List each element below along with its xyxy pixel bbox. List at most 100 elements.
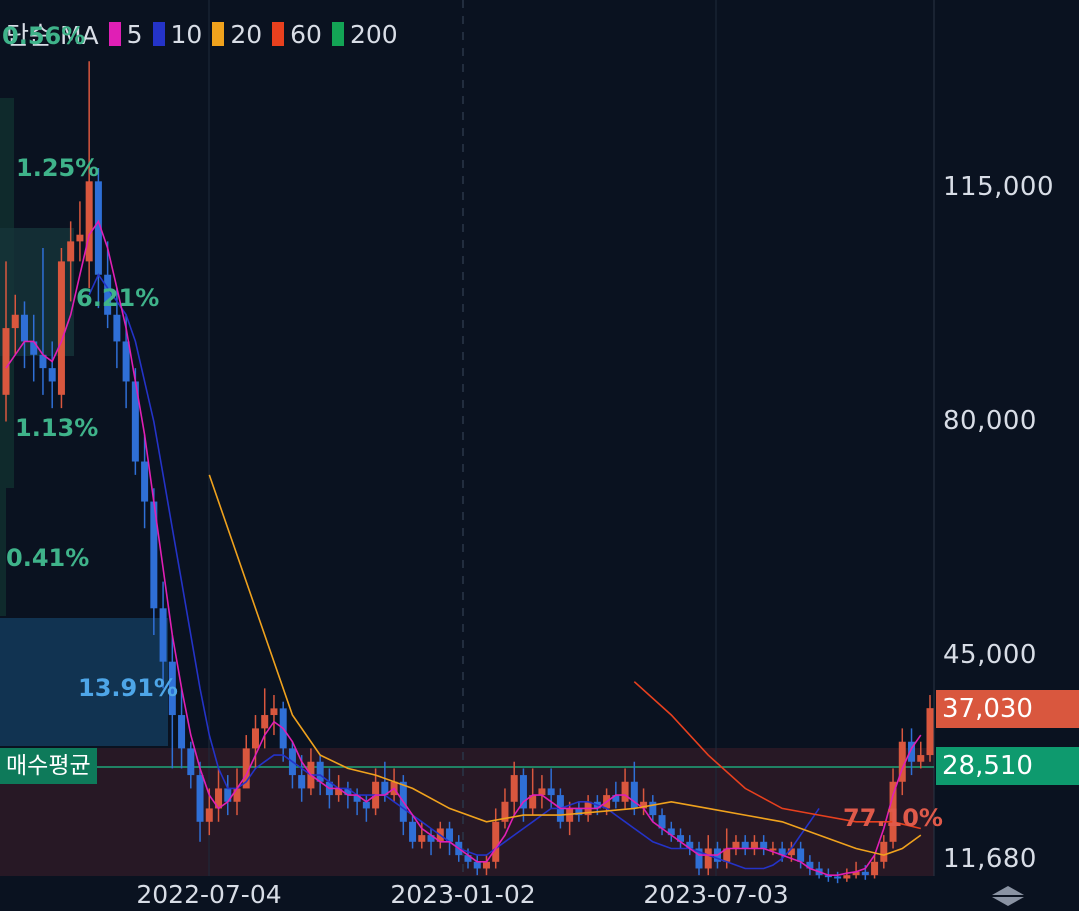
candle-body (261, 715, 269, 729)
candle-body (335, 788, 343, 796)
candle-body (251, 728, 259, 749)
candle-body (85, 181, 93, 262)
candle-body (11, 314, 19, 329)
zone-box (0, 488, 6, 616)
candle-body (612, 795, 620, 802)
scroll-handle-icon[interactable] (990, 884, 1026, 908)
candle-body (76, 234, 84, 242)
legend-label-20: 20 (230, 19, 263, 49)
candle-body (519, 775, 527, 809)
candle-body (640, 801, 648, 809)
candle-body (298, 775, 306, 789)
candle-body (427, 835, 435, 842)
candle-body (871, 861, 879, 876)
candle-body (113, 314, 121, 342)
candle-body (547, 788, 555, 796)
candle-body (104, 274, 112, 315)
x-axis-strip (0, 876, 1079, 911)
legend-swatch-200 (331, 22, 344, 46)
x-tick-label: 2023-01-02 (390, 880, 536, 909)
legend-label-10: 10 (170, 19, 203, 49)
candle-body (409, 821, 417, 842)
current-price-tag: 37,030 (936, 690, 1079, 728)
percent-label: 0.56% (2, 22, 86, 50)
y-tick-label: 115,000 (943, 172, 1055, 202)
candle-body (621, 781, 629, 802)
candle-body (418, 835, 426, 842)
candle-body (67, 241, 75, 262)
candle-body (787, 848, 795, 856)
candle-body (797, 848, 805, 862)
legend-label-60: 60 (290, 19, 322, 49)
candle-body (205, 808, 213, 822)
candle-body (898, 741, 906, 782)
candle-body (649, 801, 657, 816)
ma60-line (633, 681, 921, 830)
candle-body (575, 808, 583, 816)
y-tick-label: 80,000 (943, 406, 1037, 436)
candle-body (316, 761, 324, 782)
candle-body (141, 461, 149, 502)
candle-body (178, 715, 186, 749)
candle-body (861, 871, 869, 876)
legend-title: 단순 MA (6, 21, 99, 50)
candle-body (667, 828, 675, 836)
candle-body (353, 795, 361, 802)
candle-body (834, 876, 842, 879)
candle-body (926, 708, 934, 756)
candle-body (344, 788, 352, 796)
legend-label-200: 200 (349, 19, 398, 49)
candle-body (492, 821, 500, 862)
candle-body (30, 341, 38, 355)
average-price-label: 매수평균 (0, 748, 97, 784)
candle-body (529, 795, 537, 809)
ma20-line (208, 474, 922, 856)
percent-label: 13.91% (78, 674, 178, 702)
candle-body (131, 381, 139, 462)
candle-body (233, 788, 241, 802)
candle-body (168, 661, 176, 716)
y-tick-label: 45,000 (943, 640, 1037, 670)
candle-body (94, 181, 102, 275)
candle-body (122, 341, 130, 382)
x-tick-label: 2022-07-04 (136, 880, 282, 909)
candle-body (889, 781, 897, 842)
legend-label-5: 5 (126, 19, 143, 49)
percent-label: 0.41% (6, 544, 90, 572)
candle-body (510, 775, 518, 802)
candle-body (464, 855, 472, 862)
x-tick-label: 2023-07-03 (643, 880, 789, 909)
candle-body (843, 875, 851, 879)
candle-body (215, 788, 223, 809)
candle-body (48, 368, 56, 382)
candle-body (695, 848, 703, 869)
candle-body (908, 741, 916, 762)
y-tick-label: 11,680 (943, 844, 1037, 874)
ma-legend: 단순 MA 5 10 20 60 200 (6, 16, 398, 52)
candle-body (704, 848, 712, 869)
candle-body (630, 781, 638, 809)
candle-body (20, 314, 28, 342)
candle-body (760, 841, 768, 849)
candle-body (658, 815, 666, 829)
candle-body (723, 848, 731, 862)
candle-body (362, 801, 370, 809)
candle-body (196, 775, 204, 822)
legend-swatch-60 (272, 22, 285, 46)
candle-body (538, 788, 546, 796)
candle-body (242, 748, 250, 789)
candle-body (677, 835, 685, 842)
candle-body (159, 608, 167, 662)
candle-body (824, 875, 832, 878)
candle-body (446, 828, 454, 842)
candle-body (750, 841, 758, 849)
candle-body (381, 781, 389, 796)
candle-body (473, 861, 481, 869)
percent-label: 1.25% (16, 154, 100, 182)
percent-label: 6.21% (76, 284, 160, 312)
candle-body (741, 841, 749, 849)
ma5-line (5, 219, 922, 876)
candle-body (806, 861, 814, 869)
percent-label: 1.13% (15, 414, 99, 442)
